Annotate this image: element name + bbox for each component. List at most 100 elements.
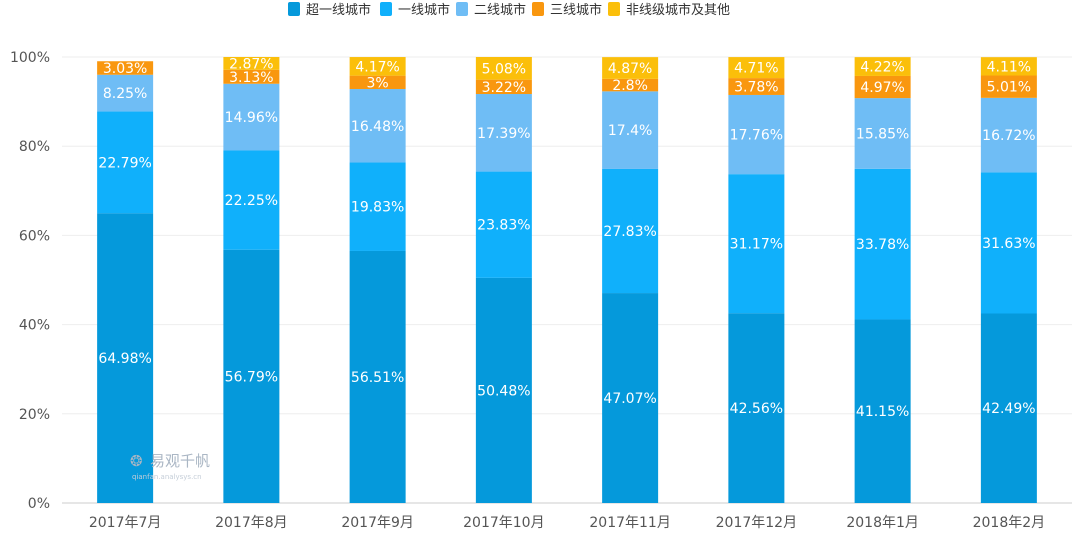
bar-segment[interactable] bbox=[728, 57, 785, 79]
data-label: 16.48% bbox=[351, 119, 404, 135]
legend-item[interactable]: 非线级城市及其他 bbox=[608, 2, 730, 18]
bar-segment[interactable] bbox=[223, 150, 280, 250]
bar-segment[interactable] bbox=[223, 69, 280, 84]
bar-segment[interactable] bbox=[349, 89, 406, 163]
bar-segment[interactable] bbox=[223, 249, 280, 503]
data-label: 3% bbox=[367, 75, 389, 91]
data-label: 4.11% bbox=[987, 59, 1031, 75]
bar-segment[interactable] bbox=[980, 172, 1037, 314]
data-label: 41.15% bbox=[856, 404, 909, 420]
x-tick-label: 2017年12月 bbox=[716, 515, 797, 531]
data-label: 33.78% bbox=[856, 237, 909, 253]
bar-segment[interactable] bbox=[602, 168, 659, 294]
legend-item[interactable]: 三线城市 bbox=[532, 2, 602, 18]
bar-segment[interactable] bbox=[602, 57, 659, 79]
bar-segment[interactable] bbox=[728, 78, 785, 95]
x-tick-label: 2018年1月 bbox=[846, 515, 919, 531]
bar-segment[interactable] bbox=[349, 57, 406, 76]
data-label: 3.13% bbox=[229, 70, 273, 86]
x-tick-label: 2017年8月 bbox=[215, 515, 288, 531]
data-label: 31.17% bbox=[730, 237, 783, 253]
bar-segment[interactable] bbox=[97, 61, 154, 75]
data-labels: 64.98% 22.79% 8.25% 3.03% 56.79% 22.25% 14.96%… bbox=[98, 56, 1035, 420]
data-label: 16.72% bbox=[982, 128, 1035, 144]
x-axis: 2017年7月 2017年8月 2017年9月 2017年10月 2017年11月 201… bbox=[89, 515, 1045, 531]
x-tick-label: 2017年10月 bbox=[463, 515, 544, 531]
y-tick-label: 20% bbox=[19, 407, 50, 423]
y-tick-label: 0% bbox=[28, 496, 50, 512]
grid-lines bbox=[62, 56, 1072, 504]
legend-swatch bbox=[608, 2, 620, 16]
bar-segment[interactable] bbox=[97, 213, 154, 503]
bars bbox=[97, 57, 1037, 503]
legend-item[interactable]: 一线城市 bbox=[380, 2, 450, 18]
legend: 超一线城市 一线城市 二线城市 三线城市 非线级城市及其他 bbox=[288, 2, 730, 18]
data-label: 3.78% bbox=[734, 80, 778, 96]
x-tick-label: 2018年2月 bbox=[973, 515, 1046, 531]
bar-segment[interactable] bbox=[97, 74, 154, 112]
watermark: ❂ 易观千帆 qianfan.analysys.cn bbox=[130, 452, 210, 481]
legend-swatch bbox=[380, 2, 392, 16]
x-tick-label: 2017年7月 bbox=[89, 515, 162, 531]
legend-item[interactable]: 二线城市 bbox=[456, 2, 526, 18]
bar-segment[interactable] bbox=[854, 319, 911, 503]
data-label: 17.39% bbox=[477, 126, 530, 142]
bar-segment[interactable] bbox=[223, 83, 280, 151]
y-tick-label: 60% bbox=[19, 228, 50, 244]
data-label: 50.48% bbox=[477, 383, 530, 399]
data-label: 47.07% bbox=[603, 391, 656, 407]
bar-segment[interactable] bbox=[728, 313, 785, 503]
data-label: 64.98% bbox=[98, 351, 151, 367]
bar-segment[interactable] bbox=[475, 57, 532, 80]
y-tick-label: 80% bbox=[19, 139, 50, 155]
bar-segment[interactable] bbox=[728, 174, 785, 314]
legend-swatch bbox=[288, 2, 300, 16]
data-label: 2.87% bbox=[229, 56, 273, 72]
data-label: 42.49% bbox=[982, 401, 1035, 417]
bar-segment[interactable] bbox=[854, 75, 911, 99]
bar-segment[interactable] bbox=[602, 293, 659, 503]
bar-segment[interactable] bbox=[602, 91, 659, 169]
bar-segment[interactable] bbox=[854, 98, 911, 169]
data-label: 4.97% bbox=[860, 80, 904, 96]
bar-segment[interactable] bbox=[980, 97, 1037, 173]
bar-segment[interactable] bbox=[854, 57, 911, 76]
bar-segment[interactable] bbox=[475, 277, 532, 503]
legend-item[interactable]: 超一线城市 bbox=[288, 2, 371, 18]
bar-segment[interactable] bbox=[980, 57, 1037, 76]
legend-label: 三线城市 bbox=[550, 2, 602, 18]
data-label: 3.03% bbox=[103, 61, 147, 77]
bar-segment[interactable] bbox=[349, 75, 406, 90]
bar-segment[interactable] bbox=[602, 78, 659, 92]
data-label: 22.79% bbox=[98, 155, 151, 171]
data-label: 4.22% bbox=[860, 60, 904, 76]
data-label: 4.71% bbox=[734, 61, 778, 77]
data-label: 5.08% bbox=[482, 61, 526, 77]
bar-segment[interactable] bbox=[854, 168, 911, 320]
data-label: 42.56% bbox=[730, 401, 783, 417]
watermark-text: 易观千帆 bbox=[150, 452, 210, 470]
x-tick-label: 2017年9月 bbox=[341, 515, 414, 531]
bar-segment[interactable] bbox=[475, 171, 532, 278]
bar-segment[interactable] bbox=[475, 94, 532, 172]
data-label: 23.83% bbox=[477, 218, 530, 234]
bar-segment[interactable] bbox=[728, 94, 785, 175]
bar-segment[interactable] bbox=[349, 162, 406, 251]
watermark-logo-icon: ❂ bbox=[130, 452, 143, 470]
data-label: 3.22% bbox=[482, 80, 526, 96]
bar-segment[interactable] bbox=[97, 111, 154, 214]
bar-segment[interactable] bbox=[223, 57, 280, 70]
bar-segment[interactable] bbox=[475, 79, 532, 95]
data-label: 14.96% bbox=[225, 110, 278, 126]
y-tick-label: 100% bbox=[10, 50, 50, 66]
data-label: 15.85% bbox=[856, 126, 909, 142]
data-label: 4.87% bbox=[608, 61, 652, 77]
data-label: 17.76% bbox=[730, 128, 783, 144]
bar-segment[interactable] bbox=[349, 250, 406, 503]
bar-segment[interactable] bbox=[980, 313, 1037, 503]
legend-swatch bbox=[532, 2, 544, 16]
bar-segment[interactable] bbox=[980, 75, 1037, 98]
data-label: 17.4% bbox=[608, 123, 652, 139]
y-tick-label: 40% bbox=[19, 318, 50, 334]
